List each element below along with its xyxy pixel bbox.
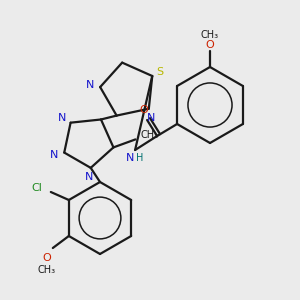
Text: S: S (157, 67, 164, 77)
Text: N: N (57, 113, 66, 123)
Text: CH₃: CH₃ (140, 130, 158, 140)
Text: N: N (147, 113, 155, 123)
Text: CH₃: CH₃ (38, 265, 56, 275)
Text: Cl: Cl (32, 183, 42, 193)
Text: O: O (140, 105, 148, 115)
Text: N: N (126, 153, 134, 163)
Text: CH₃: CH₃ (201, 30, 219, 40)
Text: N: N (86, 80, 94, 90)
Text: N: N (85, 172, 93, 182)
Text: O: O (42, 253, 51, 263)
Text: N: N (50, 150, 58, 160)
Text: H: H (136, 153, 144, 163)
Text: O: O (206, 40, 214, 50)
